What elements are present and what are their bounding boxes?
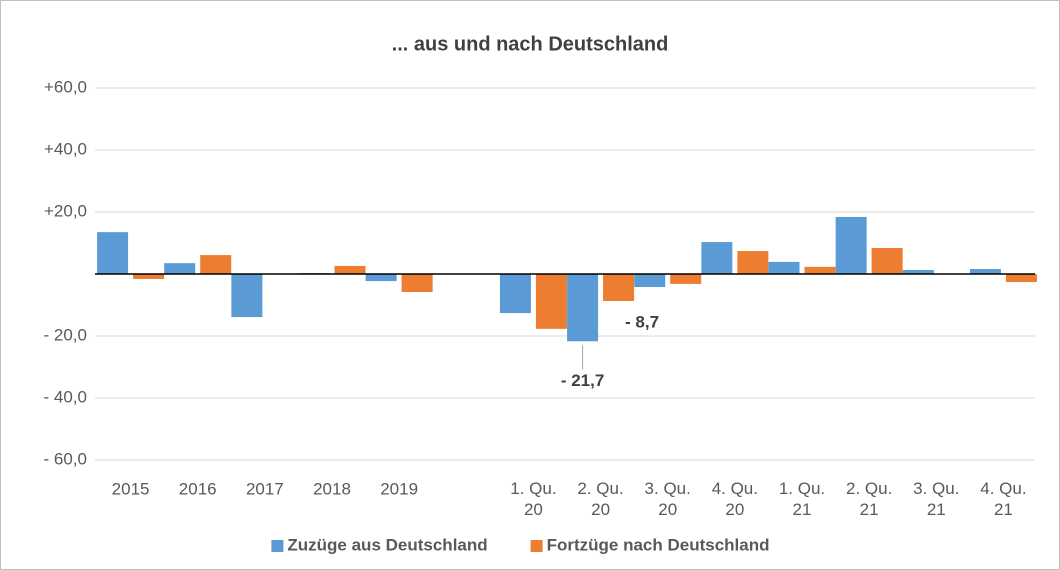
bar [200, 255, 232, 274]
y-tick-label: +40,0 [44, 139, 87, 158]
bar [737, 251, 769, 274]
x-tick-line: 21 [994, 500, 1013, 519]
bar [969, 269, 1001, 274]
y-tick-label: - 20,0 [44, 325, 87, 344]
bar [567, 274, 599, 342]
x-tick-label: 1. Qu. 20 [510, 479, 556, 519]
bar [902, 269, 934, 274]
x-tick-label: 2018 [313, 479, 351, 498]
bar [835, 216, 867, 274]
y-tick-label: +20,0 [44, 201, 87, 220]
x-tick-line: 4. Qu. [980, 479, 1026, 498]
x-tick-line: 21 [860, 500, 879, 519]
x-tick-line: 1. Qu. [779, 479, 825, 498]
bar [634, 274, 666, 288]
legend-swatch [530, 540, 543, 552]
x-tick-label: 2016 [179, 479, 217, 498]
x-tick-label: 2019 [380, 479, 418, 498]
x-tick-line: 20 [591, 500, 610, 519]
x-tick-label: 2015 [112, 479, 150, 498]
bar [603, 274, 635, 301]
bar [133, 274, 165, 279]
bar [871, 247, 903, 274]
x-tick-line: 1. Qu. [510, 479, 556, 498]
bar [164, 263, 196, 274]
x-tick-label: 3. Qu. 21 [913, 479, 959, 519]
x-tick-line: 2. Qu. [846, 479, 892, 498]
y-tick-label: - 60,0 [44, 449, 87, 468]
legend-label: Zuzüge aus Deutschland [287, 535, 487, 554]
legend-label: Fortzüge nach Deutschland [547, 535, 770, 554]
y-tick-label: - 40,0 [44, 387, 87, 406]
bar [97, 232, 129, 274]
x-tick-label: 1. Qu. 21 [779, 479, 825, 519]
x-tick-line: 20 [658, 500, 677, 519]
chart-title: ... aus und nach Deutschland [392, 33, 669, 55]
bar [365, 274, 397, 282]
bar [401, 274, 433, 292]
bar [1005, 274, 1037, 283]
x-tick-line: 20 [725, 500, 744, 519]
bar [231, 274, 263, 318]
bar [334, 265, 366, 274]
x-tick-line: 21 [927, 500, 946, 519]
x-tick-line: 3. Qu. [913, 479, 959, 498]
bar [768, 261, 800, 274]
x-tick-line: 3. Qu. [645, 479, 691, 498]
y-tick-label: +60,0 [44, 77, 87, 96]
x-tick-label: 3. Qu. 20 [645, 479, 691, 519]
bar [670, 274, 702, 284]
x-tick-label: 2. Qu. 20 [577, 479, 623, 519]
x-tick-line: 20 [524, 500, 543, 519]
x-tick-label: 4. Qu. 21 [980, 479, 1026, 519]
data-label: - 21,7 [561, 371, 604, 390]
bar [535, 274, 567, 329]
data-label: - 8,7 [625, 312, 659, 331]
bar [499, 274, 531, 314]
bar [804, 266, 836, 274]
x-tick-line: 2. Qu. [577, 479, 623, 498]
x-tick-label: 2017 [246, 479, 284, 498]
legend-swatch [271, 540, 284, 552]
x-tick-line: 4. Qu. [712, 479, 758, 498]
x-tick-label: 2. Qu. 21 [846, 479, 892, 519]
bar [701, 242, 733, 274]
x-tick-line: 21 [793, 500, 812, 519]
x-tick-label: 4. Qu. 20 [712, 479, 758, 519]
